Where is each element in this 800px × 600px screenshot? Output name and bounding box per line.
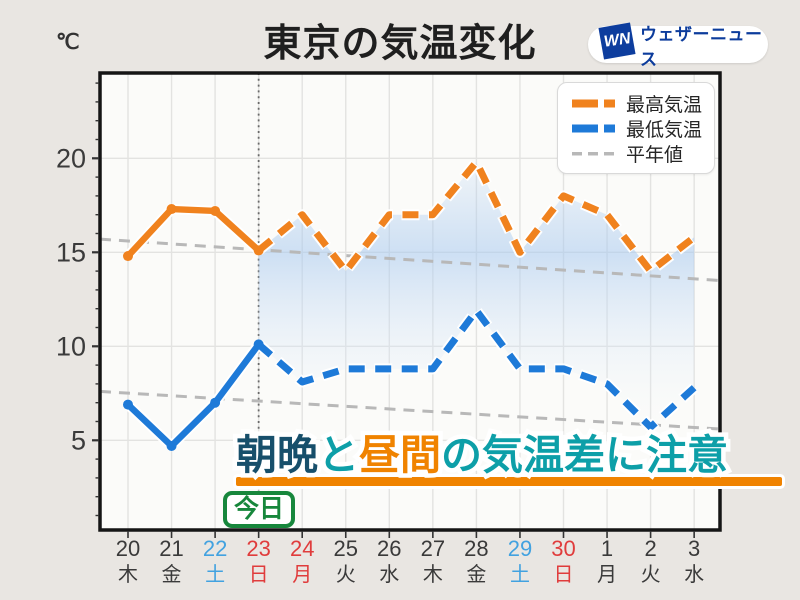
- svg-text:金: 金: [466, 563, 486, 586]
- svg-text:10: 10: [56, 331, 86, 361]
- chart-legend: 最高気温 最低気温 平年値: [557, 82, 715, 174]
- svg-text:22: 22: [203, 536, 227, 561]
- svg-text:28: 28: [464, 536, 488, 561]
- logo-brand-name: ウェザーニュース: [640, 24, 763, 69]
- svg-text:27: 27: [421, 536, 445, 561]
- svg-text:3: 3: [688, 536, 700, 561]
- normal-line: [100, 389, 720, 431]
- svg-text:土: 土: [205, 563, 225, 586]
- svg-text:21: 21: [159, 536, 183, 561]
- svg-text:日: 日: [554, 564, 574, 586]
- wn-logo-icon: WN: [598, 22, 636, 60]
- weathernews-logo: WN ウェザーニュース: [588, 22, 768, 69]
- svg-text:火: 火: [641, 564, 661, 586]
- caption: 朝晩と昼間の気温差に注意 朝晩と昼間の気温差に注意: [232, 428, 796, 491]
- svg-text:24: 24: [290, 536, 314, 561]
- svg-text:26: 26: [377, 536, 401, 561]
- max-temp-series: [123, 156, 698, 277]
- legend-item-max: 最高気温: [572, 91, 714, 116]
- svg-text:日: 日: [249, 564, 269, 586]
- min-temp-dash-icon: [572, 124, 615, 133]
- caption-text: 朝晩と昼間の気温差に注意: [236, 432, 728, 478]
- svg-text:15: 15: [56, 237, 86, 267]
- forecast-range-band: [258, 162, 695, 428]
- max-temp-dash-icon: [572, 99, 615, 108]
- svg-text:火: 火: [336, 564, 356, 586]
- svg-text:月: 月: [292, 564, 312, 586]
- caption-underline: [236, 477, 782, 486]
- svg-text:20: 20: [56, 143, 86, 173]
- plot-border: [98, 71, 722, 532]
- caption-text-outline: 朝晩と昼間の気温差に注意: [232, 428, 733, 483]
- normal-line: [100, 237, 720, 282]
- svg-text:29: 29: [508, 536, 532, 561]
- normal-dash-icon: [572, 152, 614, 156]
- svg-text:5: 5: [71, 425, 86, 455]
- svg-text:1: 1: [601, 536, 613, 561]
- svg-text:金: 金: [162, 563, 182, 586]
- svg-text:2: 2: [644, 536, 656, 561]
- svg-text:23: 23: [246, 536, 270, 561]
- svg-text:20: 20: [116, 536, 140, 561]
- y-axis-labels: 5 10 15 20: [56, 143, 86, 455]
- page-title: 東京の気温変化: [263, 23, 537, 65]
- svg-text:土: 土: [510, 563, 530, 586]
- today-badge: 今日: [223, 491, 296, 528]
- min-temp-series: [123, 305, 698, 452]
- svg-text:月: 月: [597, 564, 617, 586]
- legend-item-min: 最低気温: [572, 116, 714, 141]
- axis-ticks: [92, 82, 695, 538]
- svg-text:25: 25: [334, 536, 358, 561]
- svg-text:30: 30: [551, 536, 575, 561]
- legend-item-normal: 平年値: [572, 141, 714, 166]
- svg-text:木: 木: [423, 563, 443, 586]
- y-axis-unit: ℃: [56, 31, 80, 54]
- svg-text:水: 水: [684, 563, 704, 586]
- svg-text:水: 水: [379, 563, 399, 586]
- svg-text:木: 木: [118, 563, 138, 586]
